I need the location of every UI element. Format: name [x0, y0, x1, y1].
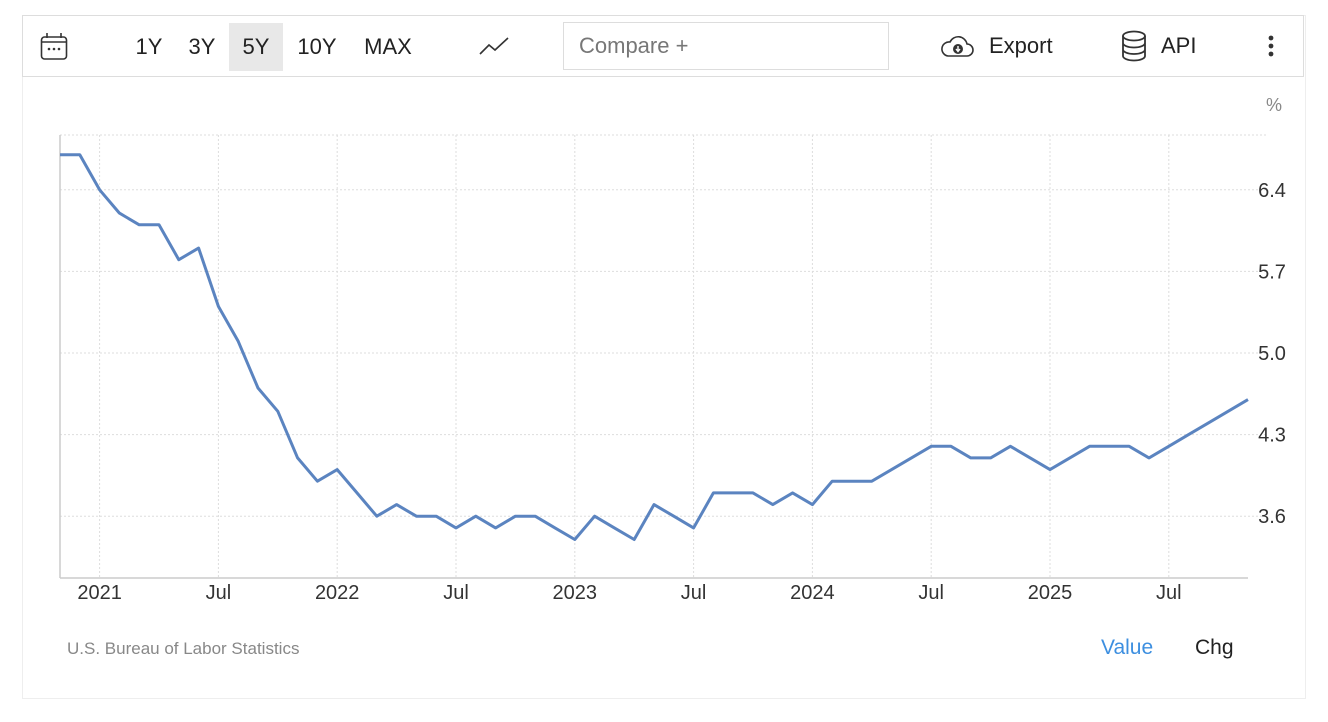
- chart-toolbar: 1Y 3Y 5Y 10Y MAX Compare + Export API: [22, 15, 1304, 77]
- line-chart-icon[interactable]: [478, 16, 510, 76]
- range-5y[interactable]: 5Y: [229, 23, 283, 71]
- database-icon: [1122, 30, 1146, 62]
- cloud-download-icon: [941, 36, 974, 57]
- y-tick-label: 6.4: [1258, 180, 1286, 202]
- x-tick-label: Jul: [1156, 582, 1182, 604]
- x-tick-label: 2021: [77, 582, 122, 604]
- compare-input[interactable]: Compare +: [563, 22, 889, 70]
- y-tick-label: 5.7: [1258, 261, 1286, 283]
- api-label: API: [1161, 33, 1197, 58]
- unit-label: %: [1266, 95, 1282, 115]
- y-tick-label: 3.6: [1258, 506, 1286, 528]
- x-tick-label: 2023: [553, 582, 598, 604]
- range-1y[interactable]: 1Y: [135, 34, 163, 59]
- x-tick-label: Jul: [206, 582, 232, 604]
- series-line: [60, 153, 1249, 541]
- y-tick-label: 5.0: [1258, 343, 1286, 365]
- export-label: Export: [989, 33, 1053, 58]
- chg-tab[interactable]: Chg: [1195, 636, 1234, 659]
- x-tick-label: Jul: [918, 582, 944, 604]
- api-button[interactable]: API: [1121, 16, 1196, 76]
- x-tick-label: 2024: [790, 582, 835, 604]
- y-tick-label: 4.3: [1258, 425, 1286, 447]
- more-options-icon[interactable]: [1267, 16, 1275, 76]
- x-tick-label: Jul: [443, 582, 469, 604]
- x-tick-label: 2025: [1028, 582, 1073, 604]
- range-10y[interactable]: 10Y: [297, 34, 337, 59]
- value-tab[interactable]: Value: [1101, 636, 1154, 659]
- range-max[interactable]: MAX: [364, 34, 412, 59]
- x-tick-label: 2022: [315, 582, 360, 604]
- source-label: U.S. Bureau of Labor Statistics: [67, 639, 300, 658]
- line-chart: % 6.4 5.7 5.0 4.3 3.6 2021 Jul 2022 Jul 2023 Jul 20…: [59, 95, 1286, 604]
- range-3y[interactable]: 3Y: [188, 34, 216, 59]
- calendar-icon[interactable]: [40, 16, 68, 76]
- x-tick-label: Jul: [681, 582, 707, 604]
- export-button[interactable]: Export: [939, 16, 1053, 76]
